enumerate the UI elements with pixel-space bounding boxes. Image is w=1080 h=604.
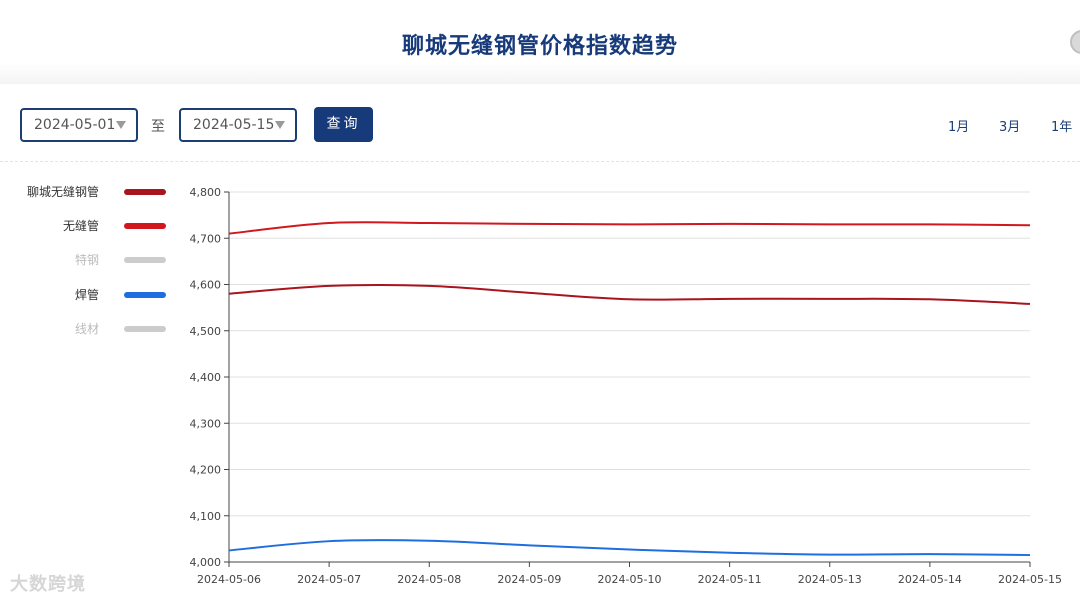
y-tick-label: 4,500: [190, 325, 222, 338]
x-tick-label: 2024-05-09: [497, 573, 561, 586]
x-tick-label: 2024-05-15: [998, 573, 1062, 586]
page-title: 聊城无缝钢管价格指数趋势: [401, 34, 678, 59]
watermark-logo: 大数跨境: [10, 574, 86, 595]
end-date-select[interactable]: 2024-05-15: [179, 108, 297, 142]
x-tick-label: 2024-05-08: [397, 573, 461, 586]
y-tick-label: 4,400: [190, 371, 222, 384]
y-tick-label: 4,200: [190, 464, 222, 477]
range-1-month-button[interactable]: 1月: [948, 120, 970, 135]
y-tick-label: 4,600: [190, 279, 222, 292]
series-line: [228, 221, 1031, 235]
series-line: [228, 283, 1031, 305]
start-date-select[interactable]: 2024-05-01: [20, 108, 138, 142]
legend-item-liaocheng-seamless-pipe[interactable]: 聊城无缝钢管: [0, 181, 175, 201]
caret-down-icon: [116, 121, 126, 129]
x-tick-label: 2024-05-11: [698, 573, 762, 586]
toolbar: 2024-05-01 至 2024-05-15 查询 1月 3月 1年: [0, 84, 1080, 162]
y-tick-label: 4,300: [190, 417, 222, 430]
y-tick-label: 4,100: [190, 510, 222, 523]
range-1-year-button[interactable]: 1年: [1051, 120, 1073, 135]
legend-label: 聊城无缝钢管: [26, 185, 99, 199]
legend-item-seamless-pipe[interactable]: 无缝管: [0, 215, 175, 235]
x-tick-label: 2024-05-14: [898, 573, 962, 586]
legend-swatch: [124, 257, 166, 263]
legend-swatch: [124, 292, 166, 298]
legend-item-special-steel[interactable]: 特钢: [0, 249, 175, 269]
legend-label: 特钢: [74, 253, 99, 267]
x-tick-label: 2024-05-13: [798, 573, 862, 586]
legend-swatch: [124, 223, 166, 229]
to-label: 至: [151, 119, 165, 135]
x-tick-label: 2024-05-06: [197, 573, 261, 586]
query-button[interactable]: 查询: [314, 107, 373, 142]
y-tick-label: 4,800: [190, 186, 222, 199]
legend-item-welded-pipe[interactable]: 焊管: [0, 284, 175, 304]
start-date-value: 2024-05-01: [34, 117, 116, 133]
header: 聊城无缝钢管价格指数趋势: [0, 0, 1080, 84]
legend-swatch: [124, 189, 166, 195]
legend-label: 线材: [74, 322, 99, 336]
series-line: [228, 539, 1031, 557]
end-date-value: 2024-05-15: [193, 117, 275, 133]
legend-swatch: [124, 326, 166, 332]
caret-down-icon: [275, 121, 285, 129]
range-3-month-button[interactable]: 3月: [999, 120, 1021, 135]
legend-label: 焊管: [74, 288, 99, 302]
legend-item-wire-rod[interactable]: 线材: [0, 318, 175, 338]
legend-label: 无缝管: [62, 219, 99, 233]
x-tick-label: 2024-05-07: [297, 573, 361, 586]
x-tick-label: 2024-05-10: [598, 573, 662, 586]
y-tick-label: 4,000: [190, 556, 222, 569]
y-tick-label: 4,700: [190, 232, 222, 245]
